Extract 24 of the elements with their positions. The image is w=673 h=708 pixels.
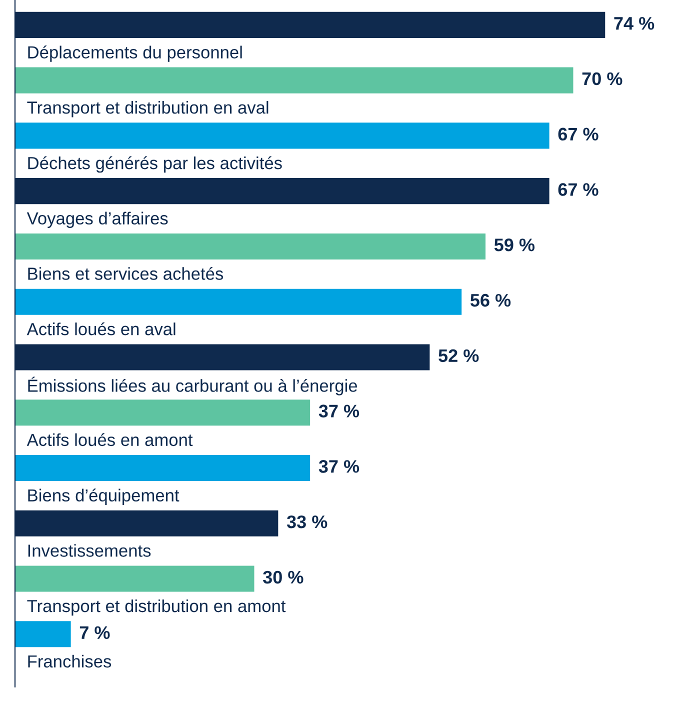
y-tick-label: Émissions liées au carburant ou à l’énergie [28,376,358,396]
data-label: 37 % [318,460,360,473]
data-label: 7 % [80,626,110,639]
y-tick-label: Déchets générés par les activités [28,156,282,173]
y-tick-label: Voyages d’affaires [26,212,168,228]
data-label: 52 % [438,349,479,362]
data-label: 33 % [286,515,328,528]
data-label: 70 % [582,72,622,86]
data-label: 30 % [262,570,304,584]
data-label: 74 % [614,17,654,30]
y-tick-label: Déplacements du personnel [28,46,242,62]
data-label: 59 % [494,238,535,252]
y-tick-label: Transport et distribution en aval [27,101,268,118]
y-tick-label: Franchises [28,654,112,668]
data-label: 37 % [318,404,360,418]
data-label: 56 % [470,294,511,307]
data-label: 67 % [558,128,598,141]
y-tick-label: Actifs loués en amont [26,433,193,446]
y-tick-label: Transport et distribution en amont [27,599,286,616]
y-tick-label: Actifs loués en aval [26,322,176,336]
data-label: 67 % [558,183,598,196]
y-tick-label: Biens d’équipement [28,488,180,505]
y-tick-label: Investissements [28,544,151,557]
y-tick-label: Biens et services achetés [28,266,224,280]
